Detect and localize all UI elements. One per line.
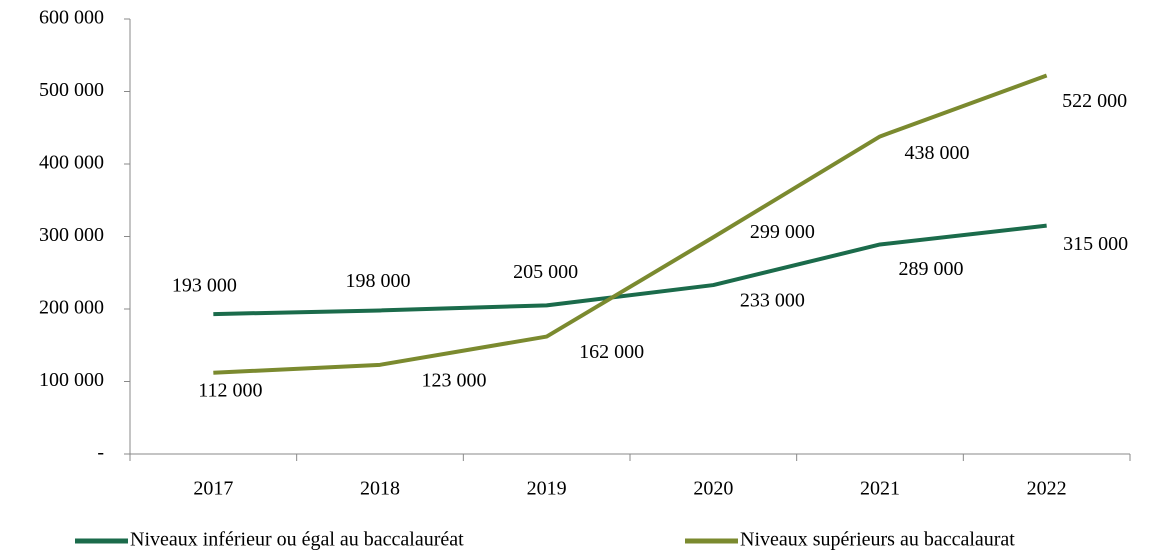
data-label: 299 000 [750, 221, 815, 243]
series-line [213, 73, 1048, 375]
x-tick-label: 2022 [1027, 478, 1067, 500]
series-line [213, 223, 1047, 317]
y-tick-label: 500 000 [39, 79, 104, 101]
data-label: 289 000 [899, 258, 964, 280]
data-label: 123 000 [422, 369, 487, 391]
y-tick-label: 300 000 [39, 224, 104, 246]
legend-label: Niveaux supérieurs au baccalaurat [740, 529, 1015, 551]
y-tick-label: - [97, 442, 104, 464]
data-label: 438 000 [905, 142, 970, 164]
x-tick-label: 2021 [860, 478, 900, 500]
data-label: 205 000 [513, 261, 578, 283]
y-tick-label: 100 000 [39, 369, 104, 391]
data-label: 522 000 [1062, 90, 1127, 112]
x-tick-label: 2019 [527, 478, 567, 500]
data-label: 233 000 [740, 290, 805, 312]
x-tick-label: 2018 [360, 478, 400, 500]
y-tick-label: 600 000 [39, 7, 104, 29]
data-label: 198 000 [346, 270, 411, 292]
data-label: 112 000 [198, 379, 262, 401]
x-tick-label: 2020 [693, 478, 733, 500]
data-label: 162 000 [579, 341, 644, 363]
legend-label: Niveaux inférieur ou égal au baccalauréa… [130, 529, 464, 551]
y-tick-label: 400 000 [39, 152, 104, 174]
data-label: 193 000 [172, 275, 237, 297]
y-tick-label: 200 000 [39, 297, 104, 319]
x-tick-label: 2017 [193, 478, 233, 500]
data-label: 315 000 [1063, 233, 1128, 255]
